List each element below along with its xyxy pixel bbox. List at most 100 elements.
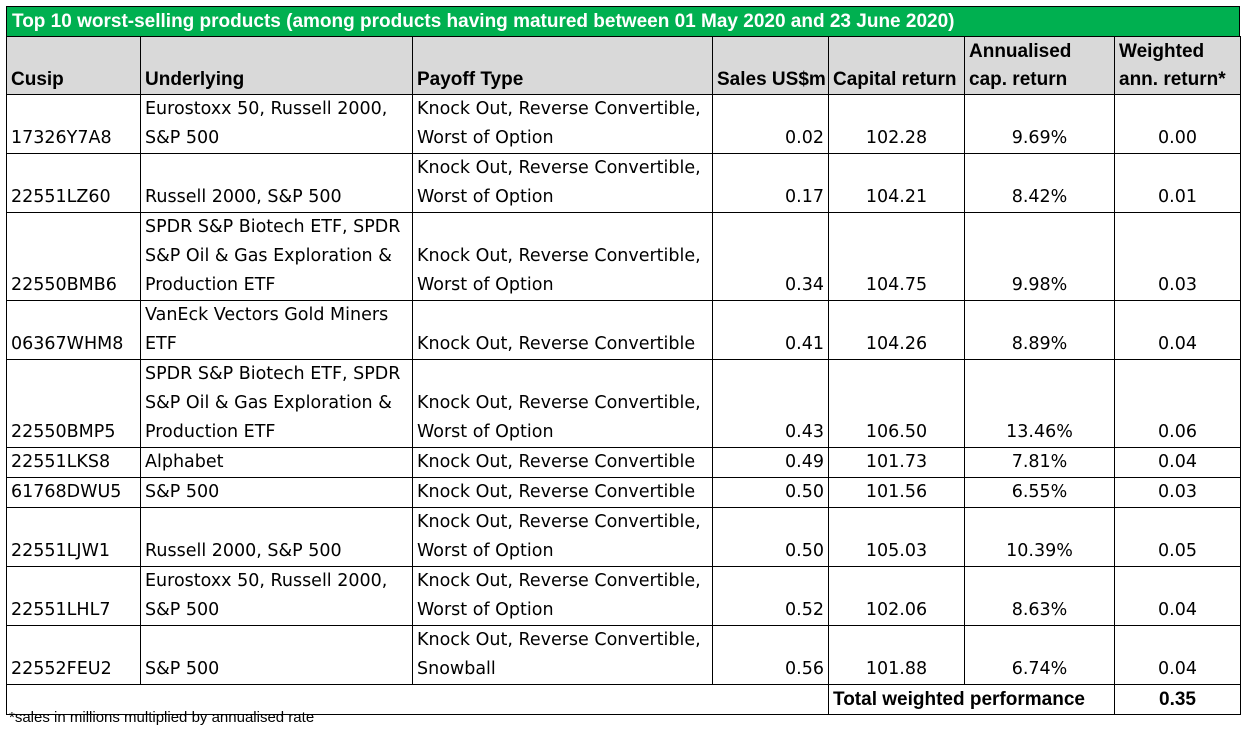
underlying-cell-line: ETF [145, 334, 177, 354]
annualised-return-cell: 7.81% [964, 447, 1115, 478]
weighted-return-cell: 0.05 [1114, 507, 1241, 567]
weighted-return-cell: 0.04 [1114, 300, 1241, 360]
header-sales: Sales US$m [712, 36, 829, 95]
underlying-cell: S&P 500 [140, 477, 413, 508]
cusip-cell: 22551LZ60 [6, 153, 141, 213]
total-row-spacer [6, 684, 829, 715]
payoff-type-cell-line: Worst of Option [417, 128, 554, 148]
header-weighted-line2: ann. return* [1119, 69, 1226, 90]
cusip-cell: 22550BMP5 [6, 359, 141, 448]
payoff-type-cell-line: Knock Out, Reverse Convertible [417, 482, 696, 502]
cusip-cell: 22551LKS8 [6, 447, 141, 478]
header-capital-return: Capital return [828, 36, 965, 95]
total-label: Total weighted performance [828, 684, 1115, 715]
table-body: 17326Y7A8 Eurostoxx 50, Russell 2000, S&P … [6, 94, 1241, 685]
weighted-return-cell: 0.04 [1114, 566, 1241, 626]
underlying-cell-line: SPDR S&P Biotech ETF, SPDR [145, 364, 401, 384]
table-row: 22551LZ60 Russell 2000, S&P 500 Knock Out,… [6, 153, 1241, 213]
weighted-return-cell: 0.00 [1114, 94, 1241, 154]
weighted-return-cell: 0.06 [1114, 359, 1241, 448]
annualised-return-cell: 8.42% [964, 153, 1115, 213]
underlying-cell-line: S&P Oil & Gas Exploration & [145, 246, 392, 266]
capital-return-cell: 104.75 [828, 212, 965, 301]
table-row: 22551LJW1 Russell 2000, S&P 500 Knock Out,… [6, 507, 1241, 567]
table-row: 22552FEU2 S&P 500 Knock Out, Reverse Conve… [6, 625, 1241, 685]
cusip-cell: 22551LJW1 [6, 507, 141, 567]
sales-cell: 0.49 [712, 447, 829, 478]
payoff-type-cell-line: Knock Out, Reverse Convertible, [417, 512, 701, 532]
payoff-type-cell: Knock Out, Reverse Convertible, Worst of … [412, 507, 713, 567]
capital-return-cell: 105.03 [828, 507, 965, 567]
annualised-return-cell: 9.69% [964, 94, 1115, 154]
capital-return-cell: 101.88 [828, 625, 965, 685]
sales-cell: 0.50 [712, 507, 829, 567]
underlying-cell: SPDR S&P Biotech ETF, SPDR S&P Oil & Gas … [140, 359, 413, 448]
header-annualised-line1: Annualised [969, 41, 1072, 62]
payoff-type-cell: Knock Out, Reverse Convertible [412, 300, 713, 360]
payoff-type-cell: Knock Out, Reverse Convertible, Worst of … [412, 94, 713, 154]
total-value: 0.35 [1114, 684, 1241, 715]
payoff-type-cell: Knock Out, Reverse Convertible [412, 447, 713, 478]
underlying-cell-line: S&P 500 [145, 128, 220, 148]
products-table: Cusip Underlying Payoff Type Sales US$m … [6, 36, 1241, 715]
underlying-cell-line: S&P 500 [145, 600, 220, 620]
annualised-return-cell: 9.98% [964, 212, 1115, 301]
underlying-cell: VanEck Vectors Gold Miners ETF [140, 300, 413, 360]
header-annualised-line2: cap. return [969, 69, 1068, 90]
payoff-type-cell-line: Knock Out, Reverse Convertible, [417, 393, 701, 413]
capital-return-cell: 102.28 [828, 94, 965, 154]
capital-return-cell: 102.06 [828, 566, 965, 626]
annualised-return-cell: 13.46% [964, 359, 1115, 448]
header-row: Cusip Underlying Payoff Type Sales US$m … [6, 36, 1241, 95]
capital-return-cell: 101.56 [828, 477, 965, 508]
underlying-cell-line: S&P 500 [145, 659, 220, 679]
annualised-return-cell: 6.55% [964, 477, 1115, 508]
underlying-cell: Alphabet [140, 447, 413, 478]
table-row: 22551LHL7 Eurostoxx 50, Russell 2000, S&P … [6, 566, 1241, 626]
capital-return-cell: 104.26 [828, 300, 965, 360]
payoff-type-cell-line: Knock Out, Reverse Convertible, [417, 246, 701, 266]
cusip-cell: 22552FEU2 [6, 625, 141, 685]
cusip-cell: 22550BMB6 [6, 212, 141, 301]
table-row: 22551LKS8 Alphabet Knock Out, Reverse Conv… [6, 447, 1241, 478]
table-row: 61768DWU5 S&P 500 Knock Out, Reverse Conve… [6, 477, 1241, 508]
underlying-cell: Russell 2000, S&P 500 [140, 507, 413, 567]
table-row: 22550BMB6 SPDR S&P Biotech ETF, SPDR S&P O… [6, 212, 1241, 301]
payoff-type-cell-line: Worst of Option [417, 541, 554, 561]
payoff-type-cell-line: Worst of Option [417, 600, 554, 620]
table-row: 06367WHM8 VanEck Vectors Gold Miners ETF Kn… [6, 300, 1241, 360]
table-title: Top 10 worst-selling products (among pro… [6, 6, 1240, 36]
capital-return-cell: 106.50 [828, 359, 965, 448]
annualised-return-cell: 8.63% [964, 566, 1115, 626]
weighted-return-cell: 0.01 [1114, 153, 1241, 213]
underlying-cell-line: Eurostoxx 50, Russell 2000, [145, 571, 388, 591]
annualised-return-cell: 6.74% [964, 625, 1115, 685]
weighted-return-cell: 0.03 [1114, 212, 1241, 301]
payoff-type-cell-line: Worst of Option [417, 187, 554, 207]
header-underlying: Underlying [140, 36, 413, 95]
header-cusip: Cusip [6, 36, 141, 95]
total-row: Total weighted performance 0.35 [6, 684, 1241, 715]
weighted-return-cell: 0.03 [1114, 477, 1241, 508]
weighted-return-cell: 0.04 [1114, 447, 1241, 478]
sales-cell: 0.43 [712, 359, 829, 448]
underlying-cell: S&P 500 [140, 625, 413, 685]
sales-cell: 0.41 [712, 300, 829, 360]
payoff-type-cell-line: Snowball [417, 659, 496, 679]
sales-cell: 0.34 [712, 212, 829, 301]
sales-cell: 0.52 [712, 566, 829, 626]
worst-selling-products-sheet: Top 10 worst-selling products (among pro… [6, 6, 1241, 715]
cusip-cell: 17326Y7A8 [6, 94, 141, 154]
header-payoff-type: Payoff Type [412, 36, 713, 95]
underlying-cell: Eurostoxx 50, Russell 2000, S&P 500 [140, 566, 413, 626]
cusip-cell: 06367WHM8 [6, 300, 141, 360]
cusip-cell: 22551LHL7 [6, 566, 141, 626]
underlying-cell-line: VanEck Vectors Gold Miners [145, 305, 389, 325]
payoff-type-cell: Knock Out, Reverse Convertible, Worst of … [412, 212, 713, 301]
payoff-type-cell: Knock Out, Reverse Convertible, Worst of … [412, 566, 713, 626]
sales-cell: 0.02 [712, 94, 829, 154]
payoff-type-cell-line: Knock Out, Reverse Convertible [417, 334, 696, 354]
payoff-type-cell-line: Knock Out, Reverse Convertible, [417, 571, 701, 591]
capital-return-cell: 101.73 [828, 447, 965, 478]
underlying-cell: Eurostoxx 50, Russell 2000, S&P 500 [140, 94, 413, 154]
